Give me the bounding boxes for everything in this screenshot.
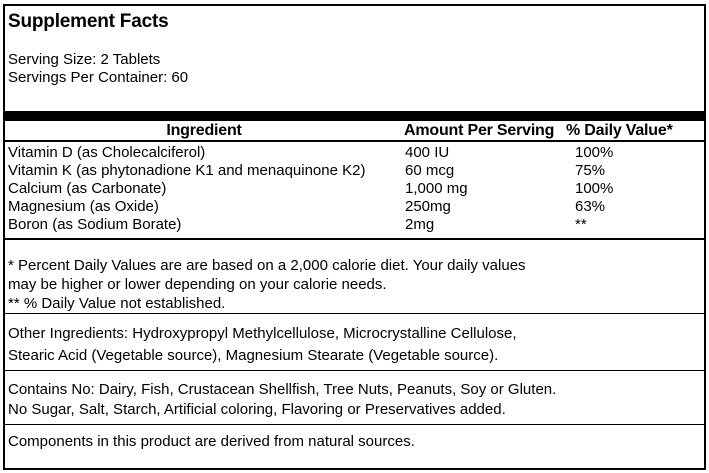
ingredient-name: Boron (as Sodium Borate) [8,216,182,233]
ingredient-row: Boron (as Sodium Borate) 2mg ** [5,216,704,234]
servings-per-container: Servings Per Container: 60 [8,69,189,86]
ingredient-row: Magnesium (as Oxide) 250mg 63% [5,198,704,216]
ingredient-row: Vitamin K (as phytonadione K1 and menaqu… [5,162,704,180]
supplement-facts-label: Supplement Facts Serving Size: 2 Tablets… [3,4,706,470]
col-header-ingredient: Ingredient [166,122,242,139]
amount-value: 400 IU [405,144,450,161]
supplement-facts-title: Supplement Facts [8,11,169,32]
daily-value: 100% [575,144,614,161]
table-header-row: Ingredient Amount Per Serving % Daily Va… [5,121,704,142]
other-ingredients-line: Other Ingredients: Hydroxypropyl Methylc… [8,325,517,342]
ingredient-row: Vitamin D (as Cholecalciferol) 400 IU 10… [5,144,704,162]
section-rule [5,313,704,314]
amount-value: 250mg [405,198,451,215]
ingredient-name: Calcium (as Carbonate) [8,180,167,197]
amount-value: 2mg [405,216,435,233]
amount-value: 1,000 mg [405,180,468,197]
contains-no-statement: Contains No: Dairy, Fish, Crustacean She… [8,380,556,420]
contains-no-line: Contains No: Dairy, Fish, Crustacean She… [8,381,557,398]
ingredient-name: Vitamin D (as Cholecalciferol) [8,144,206,161]
contains-no-line: No Sugar, Salt, Starch, Artificial color… [8,401,506,418]
ingredient-row: Calcium (as Carbonate) 1,000 mg 100% [5,180,704,198]
other-ingredients-line: Stearic Acid (Vegetable source), Magnesi… [8,347,499,364]
natural-sources-note: Components in this product are derived f… [8,433,415,450]
daily-value: 75% [575,162,606,179]
daily-value: 63% [575,198,606,215]
table-bottom-rule [5,238,704,240]
ingredient-name: Vitamin K (as phytonadione K1 and menaqu… [8,162,366,179]
other-ingredients: Other Ingredients: Hydroxypropyl Methylc… [8,323,517,367]
footnote-line: may be higher or lower depending on your… [8,276,387,293]
ingredient-name: Magnesium (as Oxide) [8,198,159,215]
amount-value: 60 mcg [405,162,455,179]
daily-value-footnotes: * Percent Daily Values are are based on … [8,256,526,313]
section-rule [5,370,704,371]
col-header-amount-per-serving: Amount Per Serving [404,122,555,139]
daily-value: 100% [575,180,614,197]
section-rule [5,424,704,425]
serving-size: Serving Size: 2 Tablets [8,51,161,68]
thick-divider-bar [5,111,704,121]
col-header-daily-value: % Daily Value* [566,122,673,139]
footnote-line: ** % Daily Value not established. [8,295,226,312]
daily-value: ** [575,216,587,233]
footnote-line: * Percent Daily Values are are based on … [8,257,526,274]
